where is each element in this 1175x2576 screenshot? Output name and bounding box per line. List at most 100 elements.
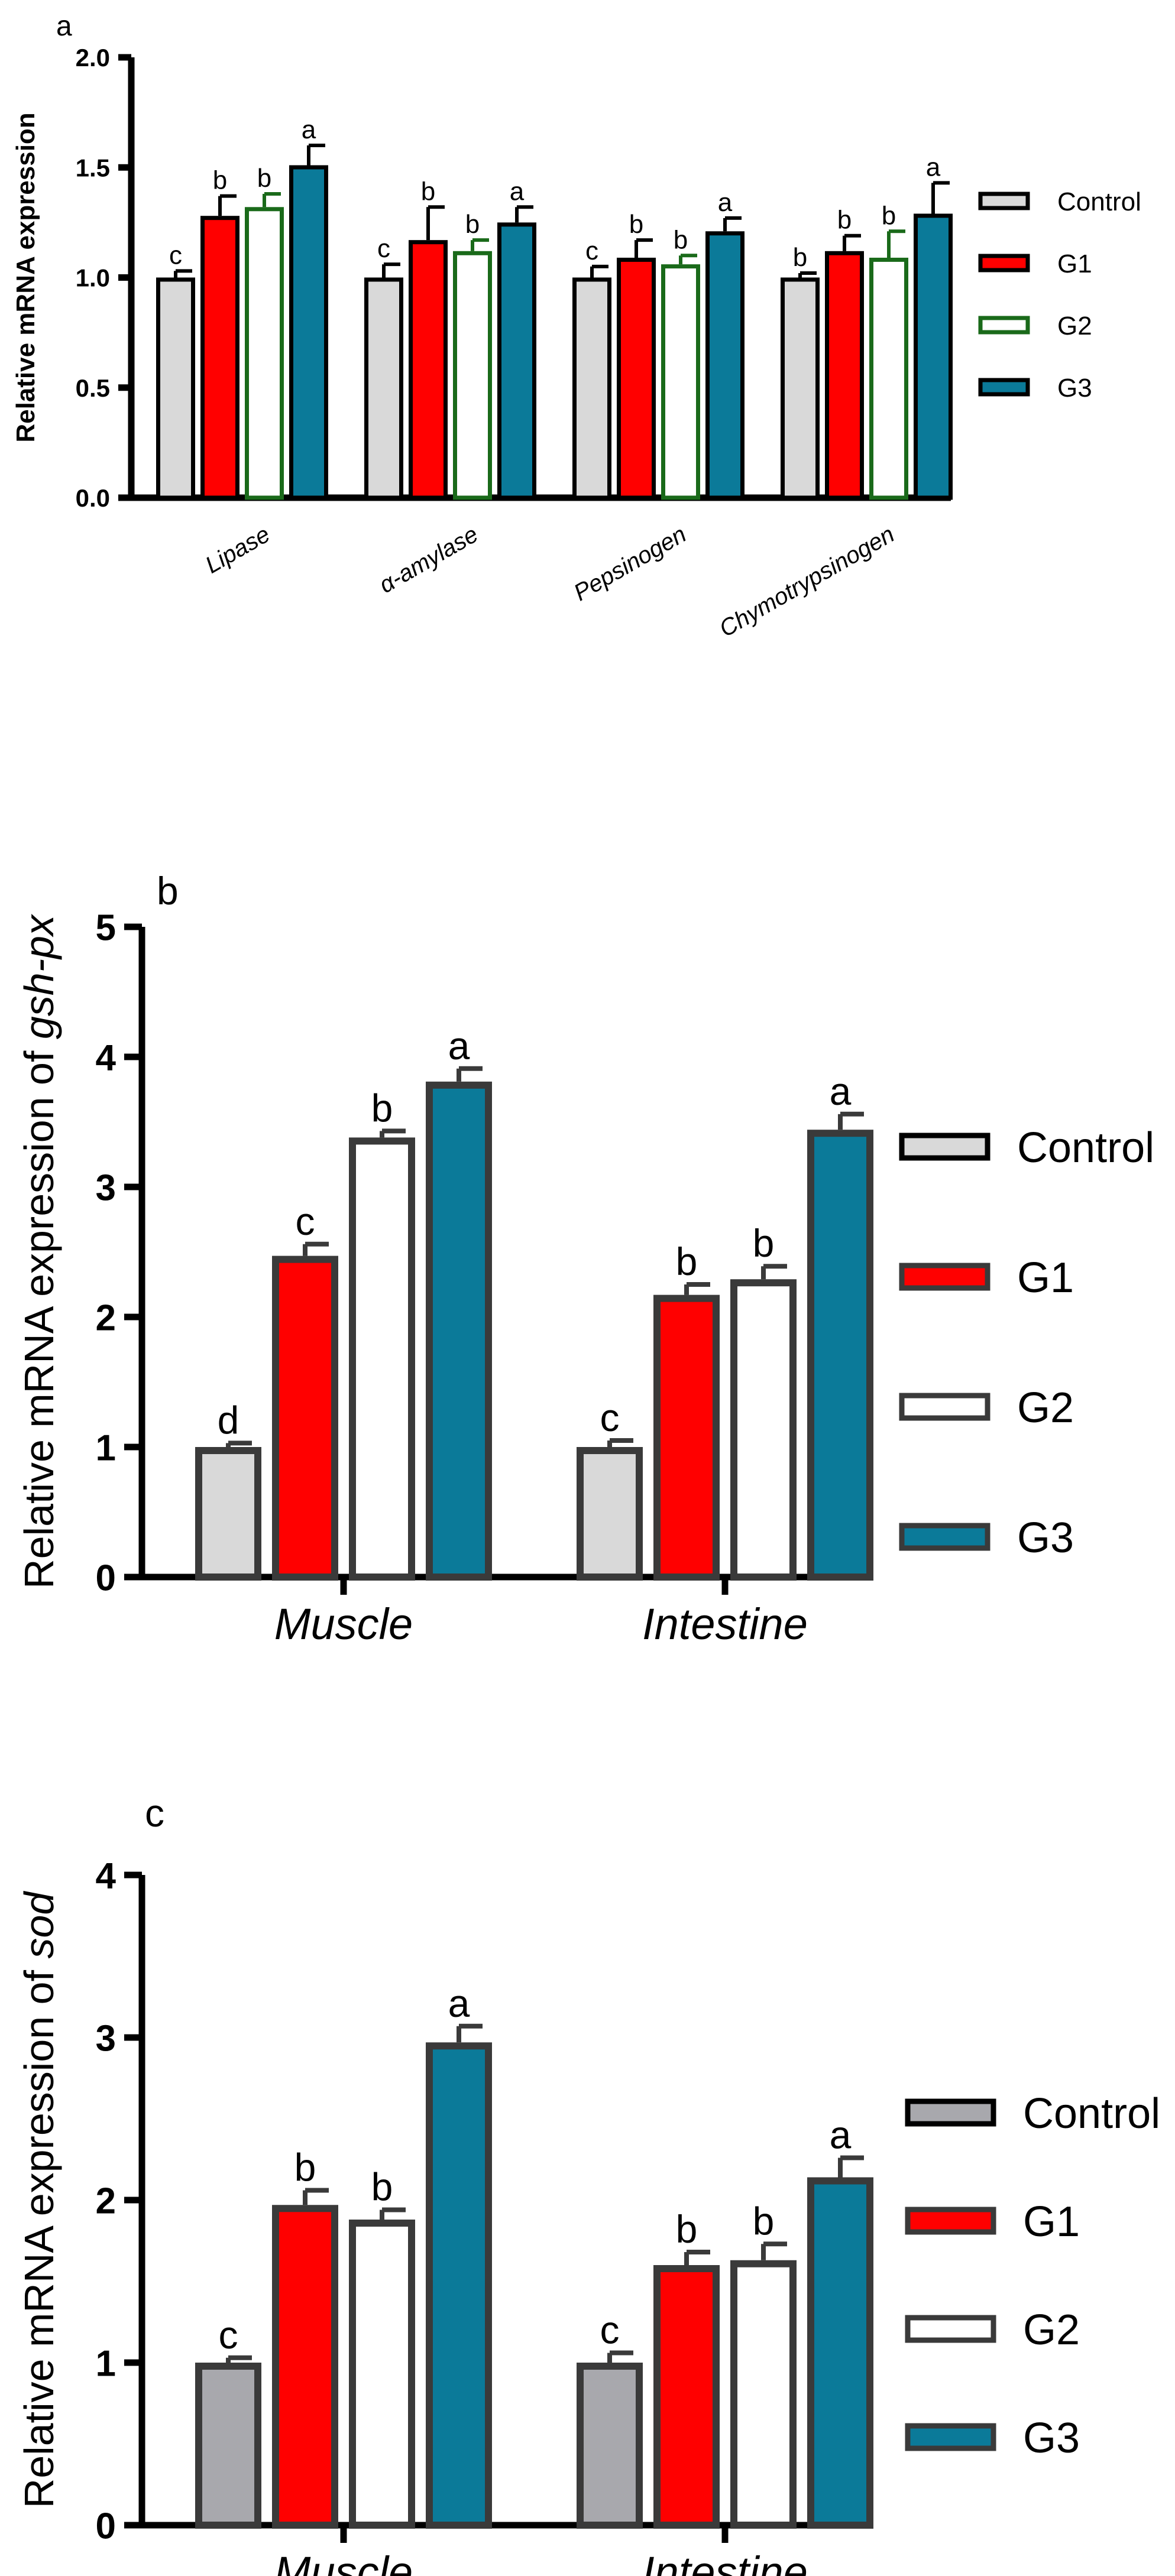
panel-c-sod-chart: c 0 1 2 3 4 Relative mRNA expression of sod c b b… xyxy=(0,1714,1175,2576)
significance-letter: a xyxy=(830,1069,852,1113)
bar-g1-1 xyxy=(653,2265,720,2529)
y-tick-label: 2 xyxy=(96,1297,116,1338)
significance-letter: a xyxy=(448,1981,470,2025)
y-tick-label: 4 xyxy=(96,1037,116,1078)
bar-g2-0 xyxy=(245,207,284,500)
y-axis-label-prefix: Relative mRNA expression of xyxy=(16,1959,62,2509)
legend-swatch-g2 xyxy=(905,2315,996,2343)
x-tick-label: Muscle xyxy=(274,2548,413,2576)
x-tick-label: α-amylase xyxy=(375,521,483,599)
panel-label: c xyxy=(145,1791,164,1835)
legend-label-control: Control xyxy=(1023,2090,1160,2137)
bar-g3-1 xyxy=(807,2177,873,2529)
bar-control-3 xyxy=(781,277,820,500)
significance-letter: b xyxy=(676,2207,698,2251)
bar-control-1 xyxy=(577,2363,643,2529)
significance-letter: c xyxy=(219,2313,238,2357)
legend-label-g1: G1 xyxy=(1023,2198,1080,2246)
y-tick-label: 3 xyxy=(96,1167,116,1208)
bar-g2-1 xyxy=(730,2260,797,2529)
significance-letter: b xyxy=(629,210,643,239)
panel-a-lipase-chart: a 0.0 0.5 1.0 1.5 2.0 Relative mRNA expression… xyxy=(0,0,1175,822)
legend-swatch-g1 xyxy=(978,254,1030,272)
legend-swatch-g3 xyxy=(899,1523,991,1551)
legend-label-control: Control xyxy=(1017,1124,1154,1172)
legend-swatch-g3 xyxy=(905,2423,996,2451)
significance-letter: b xyxy=(837,206,852,235)
significance-letter: c xyxy=(600,1396,620,1439)
x-tick-label: Chymotrypsinogen xyxy=(715,521,899,643)
bar-g1-0 xyxy=(272,1255,338,1581)
legend-swatch-control xyxy=(899,1133,991,1161)
significance-letter: b xyxy=(213,166,227,195)
x-tick-label: Pepsinogen xyxy=(569,521,691,606)
y-tick-label: 2.0 xyxy=(76,44,110,72)
y-tick-label: 3 xyxy=(96,2018,116,2059)
significance-letter: b xyxy=(257,164,271,193)
bar-g2-0 xyxy=(349,2220,415,2529)
bar-g1-0 xyxy=(200,216,239,500)
y-axis-label: Relative mRNA expression xyxy=(11,112,40,442)
bar-control-0 xyxy=(156,277,195,500)
significance-letter: a xyxy=(510,177,525,206)
significance-letter: a xyxy=(830,2113,852,2157)
bar-g3-2 xyxy=(705,231,745,500)
significance-letter: c xyxy=(585,236,598,265)
significance-letter: b xyxy=(674,225,688,254)
bar-control-2 xyxy=(572,277,611,500)
significance-letter: a xyxy=(448,1024,470,1068)
significance-letter: b xyxy=(676,1240,698,1283)
y-tick-label: 0 xyxy=(96,1558,116,1598)
legend-label-g2: G2 xyxy=(1023,2306,1080,2354)
y-tick-label: 0 xyxy=(96,2506,116,2546)
bar-control-0 xyxy=(195,1447,261,1581)
significance-letter: a xyxy=(718,188,733,217)
chart-c-svg: c 0 1 2 3 4 Relative mRNA expression of sod c b b… xyxy=(16,1791,1160,2576)
bar-control-1 xyxy=(364,277,403,500)
legend-label-g2: G2 xyxy=(1017,1384,1074,1432)
legend-label-g2: G2 xyxy=(1057,312,1092,340)
significance-letter: b xyxy=(793,243,807,272)
significance-letter: c xyxy=(377,234,390,263)
y-axis-label-gene: sod xyxy=(16,1891,62,1959)
significance-letter: d xyxy=(218,1398,239,1442)
significance-letter: b xyxy=(294,2146,316,2189)
significance-letter: b xyxy=(371,2165,393,2209)
bar-g3-0 xyxy=(289,165,328,500)
y-tick-label: 0.5 xyxy=(76,374,110,402)
bar-g3-3 xyxy=(914,213,953,500)
bar-g3-1 xyxy=(497,222,536,500)
legend-label-g3: G3 xyxy=(1017,1514,1074,1562)
y-tick-label: 1.0 xyxy=(76,264,110,292)
bar-g3-0 xyxy=(426,2042,492,2529)
legend-swatch-g1 xyxy=(905,2207,996,2235)
bar-g3-1 xyxy=(807,1130,873,1581)
significance-letter: b xyxy=(882,201,896,230)
bar-g1-3 xyxy=(825,251,864,500)
bar-g1-1 xyxy=(653,1295,720,1581)
chart-a-svg: a 0.0 0.5 1.0 1.5 2.0 Relative mRNA expression… xyxy=(11,11,1141,643)
legend-label-control: Control xyxy=(1057,187,1141,216)
bar-g2-0 xyxy=(349,1137,415,1581)
legend-label-g1: G1 xyxy=(1017,1254,1074,1302)
y-axis-label: Relative mRNA expression of gsh-px xyxy=(16,913,62,1589)
y-tick-label: 1 xyxy=(96,1427,116,1468)
bar-g1-2 xyxy=(617,257,656,500)
significance-letter: b xyxy=(371,1086,393,1130)
chart-b-svg: b 0 1 2 3 4 5 Relative mRNA expression of gsh-p… xyxy=(16,869,1154,1649)
y-axis-label: Relative mRNA expression of sod xyxy=(16,1891,62,2509)
legend-swatch-g2 xyxy=(899,1393,991,1421)
bar-g2-1 xyxy=(730,1279,797,1581)
significance-letter: c xyxy=(169,241,182,270)
legend-label-g1: G1 xyxy=(1057,249,1092,278)
y-tick-label: 2 xyxy=(96,2181,116,2221)
panel-b-gshpx-chart: b 0 1 2 3 4 5 Relative mRNA expression of gsh-p… xyxy=(0,828,1175,1708)
x-tick-label: Muscle xyxy=(274,1600,413,1649)
legend-swatch-g2 xyxy=(978,316,1030,335)
bar-control-0 xyxy=(195,2363,261,2529)
bar-g1-1 xyxy=(409,240,448,500)
legend-swatch-control xyxy=(905,2098,996,2127)
legend-label-g3: G3 xyxy=(1023,2415,1080,2462)
y-tick-label: 4 xyxy=(96,1855,116,1896)
legend-swatch-g1 xyxy=(899,1263,991,1291)
